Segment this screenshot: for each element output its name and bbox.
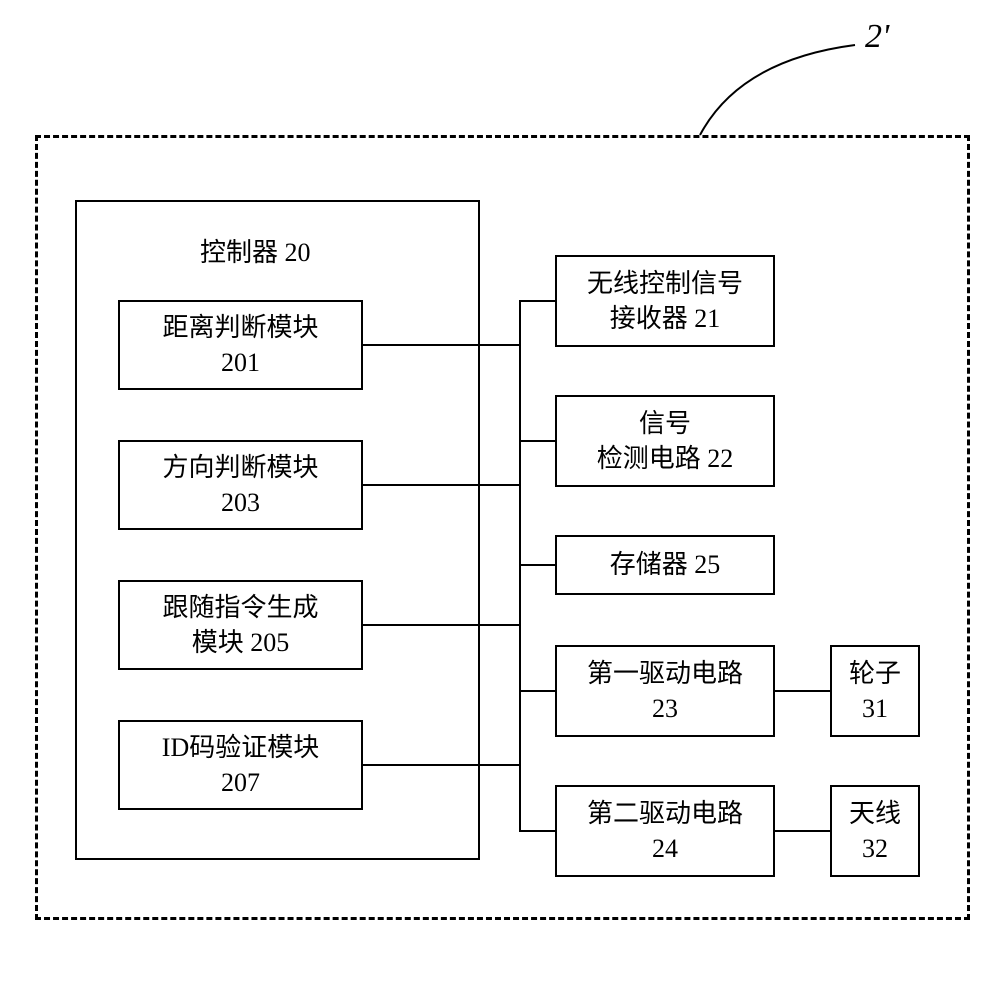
module-direction: 方向判断模块 203 (118, 440, 363, 530)
box-det-l1: 信号 (639, 406, 691, 441)
box-drv2: 第二驱动电路 24 (555, 785, 775, 877)
box-wheel-l2: 31 (862, 691, 888, 726)
controller-title-text: 控制器 20 (200, 238, 311, 267)
stub-mem (519, 564, 555, 566)
box-drv1-l2: 23 (652, 691, 678, 726)
link-drv1-wheel (775, 690, 830, 692)
box-drv2-l1: 第二驱动电路 (587, 796, 743, 831)
stub-m205 (363, 624, 520, 626)
box-wheel-l1: 轮子 (849, 656, 901, 691)
controller-title: 控制器 20 (200, 232, 311, 269)
box-drv2-l2: 24 (652, 831, 678, 866)
module-follow-l2: 模块 205 (192, 625, 290, 660)
diagram-canvas: 2' 控制器 20 距离判断模块 201 方向判断模块 203 跟随指令生成 模… (0, 0, 1000, 1000)
box-drv1: 第一驱动电路 23 (555, 645, 775, 737)
module-idcode: ID码验证模块 207 (118, 720, 363, 810)
module-follow: 跟随指令生成 模块 205 (118, 580, 363, 670)
module-distance: 距离判断模块 201 (118, 300, 363, 390)
module-idcode-l2: 207 (221, 765, 260, 800)
box-rx-l2: 接收器 21 (610, 301, 721, 336)
module-distance-l2: 201 (221, 345, 260, 380)
module-follow-l1: 跟随指令生成 (162, 590, 318, 625)
bus-vertical (519, 301, 521, 831)
box-mem-l1: 存储器 25 (610, 547, 721, 582)
link-drv2-ant (775, 830, 830, 832)
stub-drv2 (519, 830, 555, 832)
box-det: 信号 检测电路 22 (555, 395, 775, 487)
module-direction-l1: 方向判断模块 (162, 450, 318, 485)
box-wheel: 轮子 31 (830, 645, 920, 737)
stub-m203 (363, 484, 520, 486)
box-ant-l2: 32 (862, 831, 888, 866)
box-rx-l1: 无线控制信号 (587, 266, 743, 301)
stub-m201 (363, 344, 520, 346)
box-det-l2: 检测电路 22 (597, 441, 734, 476)
box-ant-l1: 天线 (849, 796, 901, 831)
module-idcode-l1: ID码验证模块 (162, 730, 319, 765)
box-mem: 存储器 25 (555, 535, 775, 595)
module-direction-l2: 203 (221, 485, 260, 520)
box-drv1-l1: 第一驱动电路 (587, 656, 743, 691)
stub-m207 (363, 764, 520, 766)
box-rx: 无线控制信号 接收器 21 (555, 255, 775, 347)
stub-rx (519, 300, 555, 302)
box-ant: 天线 32 (830, 785, 920, 877)
stub-drv1 (519, 690, 555, 692)
module-distance-l1: 距离判断模块 (162, 310, 318, 345)
stub-det (519, 440, 555, 442)
